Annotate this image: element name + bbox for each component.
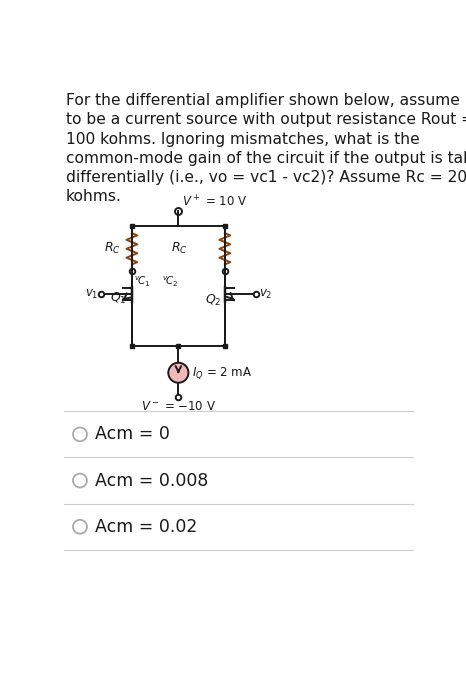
Circle shape [168,363,188,383]
Text: Acm = 0.02: Acm = 0.02 [96,518,198,536]
Text: $^v\!C_2$: $^v\!C_2$ [162,275,178,289]
Text: $R_C$: $R_C$ [171,241,188,256]
Text: $v_2$: $v_2$ [259,288,272,301]
Text: $^v\!C_1$: $^v\!C_1$ [134,275,151,289]
Circle shape [73,520,87,533]
Circle shape [73,474,87,487]
Text: Acm = 0.008: Acm = 0.008 [96,472,209,489]
Text: $V^+$ = 10 V: $V^+$ = 10 V [182,194,247,209]
Text: $V^-$ = −10 V: $V^-$ = −10 V [141,400,216,414]
Text: $I_Q$ = 2 mA: $I_Q$ = 2 mA [192,365,253,381]
Text: $v_1$: $v_1$ [85,288,98,301]
Text: For the differential amplifier shown below, assume IQ
to be a current source wit: For the differential amplifier shown bel… [66,93,466,204]
Text: $Q_1$: $Q_1$ [110,290,127,306]
Text: $R_C$: $R_C$ [104,241,121,256]
Circle shape [73,428,87,441]
Text: Acm = 0: Acm = 0 [96,426,171,443]
Text: $Q_2$: $Q_2$ [205,293,221,308]
